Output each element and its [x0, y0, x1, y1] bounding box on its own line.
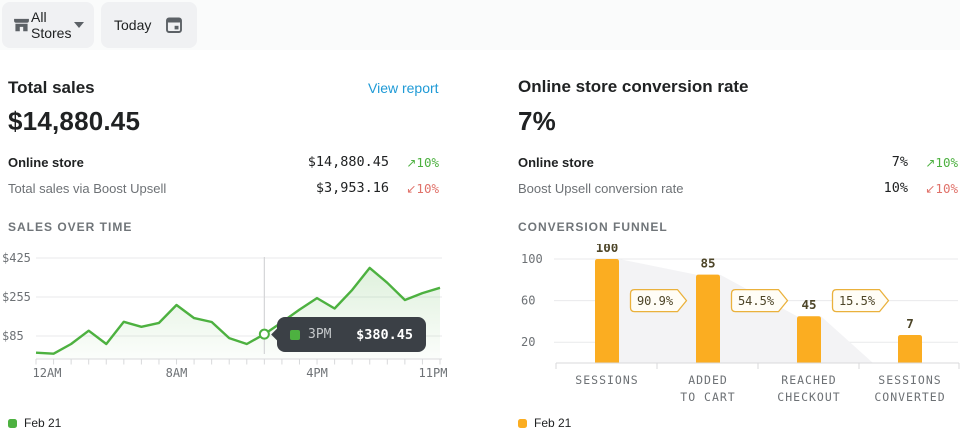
tooltip-series-swatch [290, 329, 300, 340]
funnel-bar[interactable] [696, 274, 720, 363]
store-selector-button[interactable]: All Stores [2, 2, 94, 48]
funnel-bar[interactable] [797, 316, 821, 363]
total-sales-value: $14,880.45 [8, 106, 141, 136]
calendar-icon [164, 15, 184, 35]
metric-delta-down: ↙10% [389, 181, 439, 196]
conversion-rate-value: 54.5% [738, 294, 775, 308]
chart-tooltip: 3PM $380.45 [277, 317, 426, 352]
y-axis-label: $425 [2, 251, 31, 265]
conversion-metric-rows: Online store 7% ↗10% Boost Upsell conversio… [518, 149, 958, 201]
x-axis-label: 4PM [306, 366, 328, 380]
conversion-funnel-label: CONVERSION FUNNEL [518, 220, 668, 234]
delta-percent: 10% [416, 180, 439, 196]
metric-value: $14,880.45 [307, 154, 389, 170]
legend-label: Feb 21 [534, 416, 572, 430]
view-report-link[interactable]: View report [368, 80, 439, 96]
store-selector-label: All Stores [31, 9, 72, 41]
x-axis-label: 12AM [33, 366, 62, 380]
sales-over-time-label: SALES OVER TIME [8, 220, 133, 234]
conversion-rate-value: 7% [518, 106, 556, 136]
y-axis-label: 60 [521, 294, 535, 308]
x-axis-label: 11PM [419, 366, 448, 380]
metric-row: Online store $14,880.45 ↗10% [8, 149, 439, 175]
bar-value-label: 7 [906, 316, 914, 331]
category-label: SESSIONS [575, 373, 638, 387]
storefront-icon [12, 16, 31, 35]
bar-value-label: 45 [801, 297, 816, 312]
legend-swatch-green [8, 418, 17, 428]
funnel-legend: Feb 21 [518, 416, 571, 430]
funnel-bar[interactable] [595, 259, 619, 363]
metric-row: Total sales via Boost Upsell $3,953.16 ↙10… [8, 175, 439, 201]
category-label: ADDED [688, 373, 728, 387]
hover-point-marker [258, 328, 270, 340]
chevron-down-icon [74, 22, 84, 28]
arrow-down-left-icon: ↙ [925, 181, 936, 196]
tooltip-time-label: 3PM [308, 327, 332, 342]
y-axis-label: $255 [2, 290, 31, 304]
conversion-rate-value: 15.5% [839, 294, 876, 308]
delta-percent: 10% [416, 154, 439, 170]
category-label: CHECKOUT [777, 390, 840, 404]
metric-label: Online store [518, 154, 594, 170]
bar-value-label: 85 [700, 256, 715, 271]
x-axis-label: 8AM [166, 366, 188, 380]
conversion-rate-badge [730, 288, 789, 313]
conversion-rate-badge [629, 288, 688, 313]
metric-row: Online store 7% ↗10% [518, 149, 958, 175]
metric-value: 10% [883, 180, 908, 196]
metric-delta-down: ↙10% [908, 181, 958, 196]
funnel-bar[interactable] [898, 335, 922, 363]
category-label: CONVERTED [874, 390, 945, 404]
sales-legend: Feb 21 [8, 416, 61, 430]
conversion-rate-badge [831, 288, 890, 313]
y-axis-label: 100 [521, 252, 543, 266]
metric-value: 7% [891, 154, 908, 170]
metric-label: Total sales via Boost Upsell [8, 180, 167, 196]
y-axis-label: $85 [2, 329, 24, 343]
metric-value: $3,953.16 [315, 180, 389, 196]
metric-row: Boost Upsell conversion rate 10% ↙10% [518, 175, 958, 201]
conversion-rate-title: Online store conversion rate [518, 77, 749, 96]
sales-line [35, 266, 441, 355]
arrow-down-left-icon: ↙ [406, 181, 417, 196]
legend-label: Feb 21 [24, 416, 62, 430]
date-range-button[interactable]: Today [101, 2, 197, 48]
conversion-rate-value: 90.9% [637, 294, 674, 308]
arrow-up-right-icon: ↗ [925, 155, 936, 170]
y-axis-label: 20 [521, 335, 535, 349]
metric-label: Online store [8, 154, 84, 170]
metric-label: Boost Upsell conversion rate [518, 180, 684, 196]
category-label: TO CART [680, 390, 735, 404]
metric-delta-up: ↗10% [389, 155, 439, 170]
arrow-up-right-icon: ↗ [406, 155, 417, 170]
legend-swatch-orange [518, 418, 527, 428]
tooltip-value: $380.45 [356, 326, 413, 343]
total-sales-title: Total sales [8, 78, 95, 97]
date-range-label: Today [114, 17, 152, 33]
delta-percent: 10% [935, 180, 958, 196]
category-label: REACHED [781, 373, 836, 387]
bar-value-label: 100 [596, 244, 619, 255]
total-sales-metric-rows: Online store $14,880.45 ↗10% Total sales vi… [8, 149, 439, 201]
top-filter-bar: All Stores Today [0, 0, 960, 50]
category-label: SESSIONS [878, 373, 941, 387]
conversion-funnel-chart[interactable]: 20 60 100 100 85 45 7 SESSIONS ADDED TO CART REACH… [518, 244, 960, 412]
metric-delta-up: ↗10% [908, 155, 958, 170]
delta-percent: 10% [935, 154, 958, 170]
